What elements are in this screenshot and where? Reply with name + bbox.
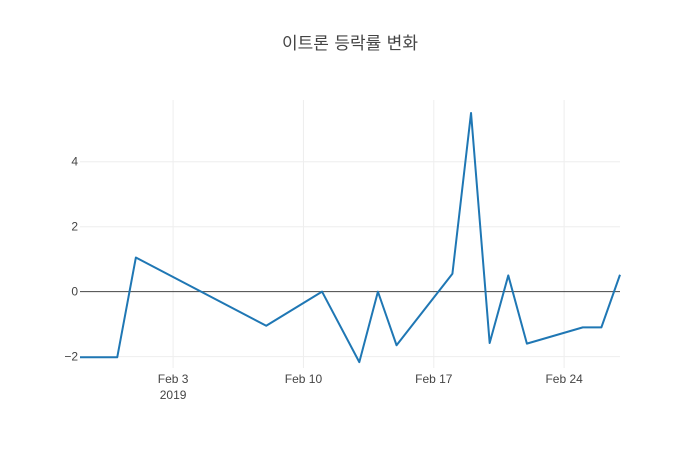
x-tick-year-label: 2019 bbox=[160, 388, 187, 402]
series-layer bbox=[80, 111, 621, 364]
y-tick-label: 0 bbox=[71, 285, 78, 299]
y-tick-label: 2 bbox=[71, 220, 78, 234]
y-tick-label: −2 bbox=[64, 350, 78, 364]
series-line bbox=[80, 111, 621, 364]
y-tick-label: 4 bbox=[71, 155, 78, 169]
axes: Feb 3 2019 Feb 10 Feb 17 Feb 24 4 2 0 −2 bbox=[64, 155, 620, 402]
x-tick-label: Feb 24 bbox=[545, 372, 583, 386]
x-tick-label: Feb 3 bbox=[158, 372, 189, 386]
chart-title: 이트론 등락률 변화 bbox=[282, 34, 418, 54]
x-tick-label: Feb 17 bbox=[415, 372, 453, 386]
x-tick-label: Feb 10 bbox=[285, 372, 323, 386]
gridlines bbox=[80, 100, 620, 368]
